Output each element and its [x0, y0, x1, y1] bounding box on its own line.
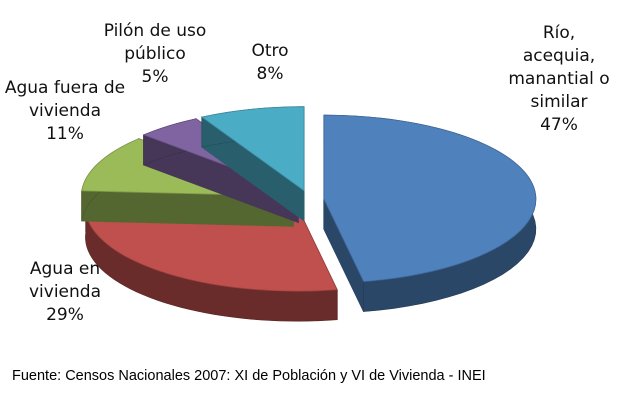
- slice-top: [200, 106, 305, 192]
- category-name: Río, acequia, manantial o similar: [508, 23, 610, 112]
- slice-label: Río, acequia, manantial o similar 47%: [505, 22, 613, 137]
- slice-label: Agua fuera de vivienda 11%: [0, 77, 130, 146]
- category-name: Agua fuera de vivienda: [4, 78, 126, 121]
- slice-label: Agua en vivienda 29%: [0, 258, 130, 327]
- value-label: 8%: [256, 64, 284, 84]
- chart: [81, 106, 537, 322]
- category-name: Pilón de uso público: [103, 21, 207, 64]
- value-label: 11%: [46, 124, 84, 144]
- value-label: 29%: [46, 305, 84, 325]
- slice-top: [323, 114, 537, 283]
- slice: [323, 114, 537, 312]
- category-name: Otro: [251, 41, 289, 61]
- slice-label: Pilón de uso público 5%: [100, 20, 210, 89]
- slice-label: Otro 8%: [225, 40, 315, 86]
- source-note: Fuente: Censos Nacionales 2007: XI de Po…: [12, 368, 486, 384]
- value-label: 5%: [141, 67, 169, 87]
- slice: [200, 106, 305, 222]
- value-label: 47%: [540, 115, 578, 135]
- category-name: Agua en vivienda: [28, 259, 101, 302]
